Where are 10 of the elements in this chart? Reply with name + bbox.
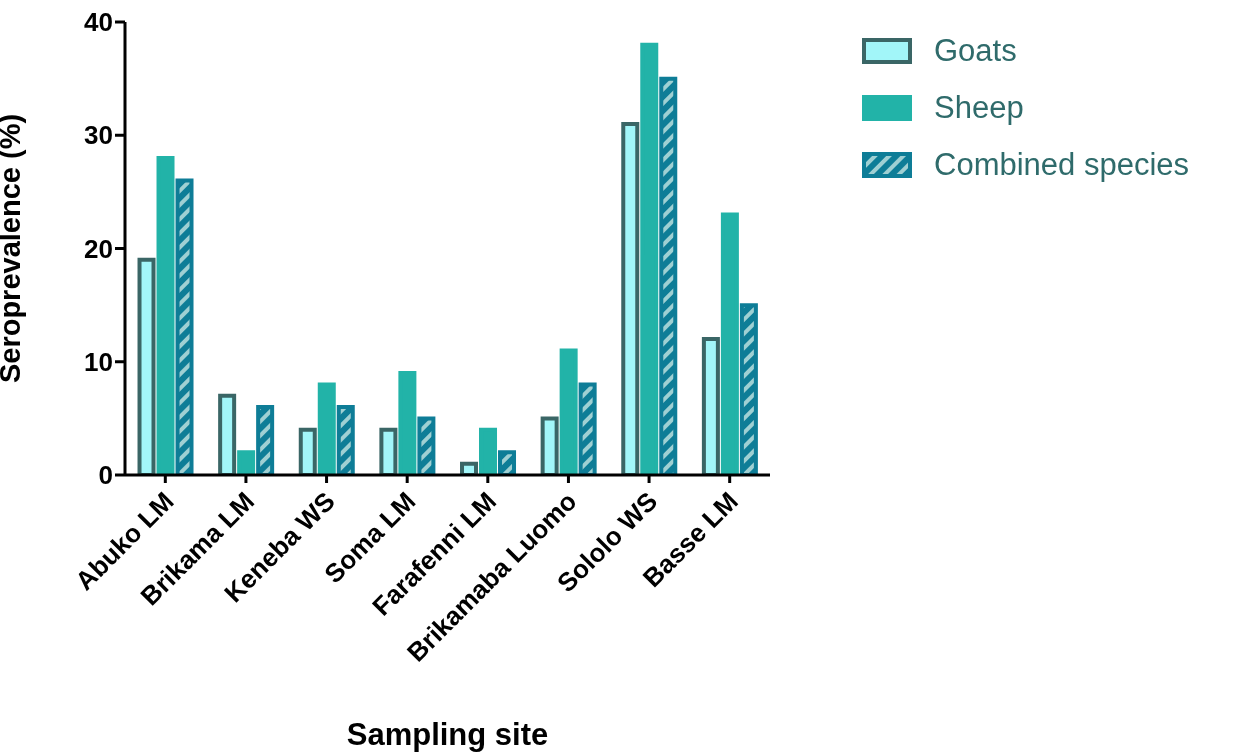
y-tick-label: 20 (84, 233, 113, 264)
legend-label: Sheep (934, 89, 1024, 126)
x-axis-title: Sampling site (346, 717, 549, 752)
y-tick-label: 30 (84, 120, 113, 151)
y-tick-label: 40 (84, 7, 113, 38)
y-tick-label: 10 (84, 346, 113, 377)
legend-label: Goats (934, 32, 1017, 69)
y-axis-title: Seroprevalence (%) (0, 113, 27, 384)
legend-label: Combined species (934, 146, 1190, 183)
y-tick-label: 0 (98, 460, 113, 491)
